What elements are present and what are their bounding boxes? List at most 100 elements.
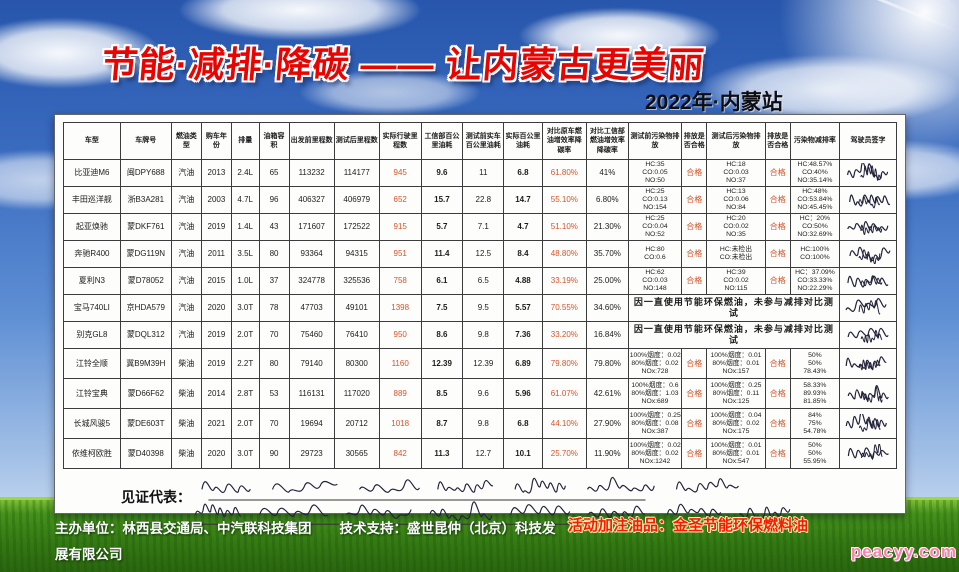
table-cell: 蒙D78052 xyxy=(119,267,172,296)
table-row: 依维柯欧胜 蒙D40398 柴油 2020 3.0T 90 29723 30565 842 11.… xyxy=(63,438,897,470)
table-cell: 78 xyxy=(258,294,290,323)
column-header: 排量 xyxy=(230,122,260,160)
table-cell: 889 xyxy=(378,378,422,410)
poster-subtitle: 2022年·内蒙站 xyxy=(645,91,783,114)
signature-scribble xyxy=(847,221,889,236)
table-cell: 合格 xyxy=(681,158,708,188)
table-cell: 325536 xyxy=(333,267,380,296)
table-cell: HC:18 CO:0.03 NO:37 xyxy=(706,158,766,188)
table-cell: 171607 xyxy=(288,213,335,242)
table-cell: 7.1 xyxy=(462,213,505,242)
table-cell: 浙B3A281 xyxy=(119,186,172,215)
table-cell: 合格 xyxy=(681,267,708,296)
table-cell: 76410 xyxy=(333,321,380,350)
table-cell: 2.0T xyxy=(230,321,260,350)
table-cell: HC:35 CO:0.05 NO:50 xyxy=(627,158,683,188)
signature-scribble xyxy=(847,328,889,344)
table-cell: 江铃全顺 xyxy=(63,348,121,380)
table-cell: 合格 xyxy=(764,348,791,380)
column-header: 油箱容积 xyxy=(258,122,290,160)
table-cell: 58.33% 89.93% 81.85% xyxy=(789,378,841,410)
table-row: 别克GL8 蒙DQL312 汽油 2019 2.0T 70 75460 76410 950 8.6… xyxy=(63,321,897,350)
table-cell: 950 xyxy=(378,321,422,350)
table-cell: 1160 xyxy=(378,348,422,380)
table-cell: 9.6 xyxy=(462,378,505,410)
table-cell: 61.80% xyxy=(541,158,587,188)
table-cell: 22.8 xyxy=(462,186,505,215)
table-cell: 柴油 xyxy=(170,408,202,440)
table-cell: 合格 xyxy=(764,213,791,242)
table-cell: 50% 50% 55.95% xyxy=(789,438,841,470)
table-cell: 70 xyxy=(258,321,290,350)
table-row: 丰田巡洋舰 浙B3A281 汽油 2003 4.7L 96 406327 406979 652 1… xyxy=(63,186,897,215)
table-cell: 14.7 xyxy=(503,186,543,215)
table-cell: 3.0T xyxy=(230,438,260,470)
table-cell: 33.20% xyxy=(541,321,587,350)
driver-signature xyxy=(839,438,897,470)
table-row: 长城风骏5 蒙DE603T 柴油 2021 2.0T 70 19694 20712 1018 8.… xyxy=(63,408,897,440)
table-row: 夏利N3 蒙D78052 汽油 2015 1.0L 37 324778 325536 758 6.… xyxy=(63,267,897,296)
table-cell: 合格 xyxy=(764,240,791,269)
table-cell: 合格 xyxy=(681,186,708,215)
table-cell: 比亚迪M6 xyxy=(63,158,121,188)
column-header: 车型 xyxy=(63,122,121,160)
table-cell: 79.80% xyxy=(585,348,629,380)
table-cell: 1398 xyxy=(378,294,422,323)
table-row: 起亚焕驰 蒙DKF761 汽油 2019 1.4L 43 171607 172522 915 5.… xyxy=(63,213,897,242)
table-cell: HC:48% CO:53.84% NO:45.45% xyxy=(789,186,841,215)
table-cell: 2.0T xyxy=(230,408,260,440)
driver-signature xyxy=(839,348,897,380)
driver-signature xyxy=(839,158,897,188)
table-cell: 41% xyxy=(585,158,629,188)
table-cell: 80300 xyxy=(333,348,380,380)
column-header: 实际行驶里程数 xyxy=(378,122,422,160)
table-cell: 53 xyxy=(258,378,290,410)
table-cell: 2013 xyxy=(200,158,232,188)
table-cell: 11.90% xyxy=(585,438,629,470)
table-cell: 34.60% xyxy=(585,294,629,323)
table-cell: 75460 xyxy=(288,321,335,350)
witness-label: 见证代表： xyxy=(121,489,191,506)
table-cell: 10.1 xyxy=(503,438,543,470)
table-cell: 江铃宝典 xyxy=(63,378,121,410)
table-cell: 70 xyxy=(258,408,290,440)
table-cell: 柴油 xyxy=(170,348,202,380)
signature-scribble xyxy=(849,246,891,265)
table-cell: 合格 xyxy=(764,267,791,296)
column-header: 驾驶员签字 xyxy=(839,122,897,160)
organizer-text: 主办单位：林西县交通局、中汽联科技集团 xyxy=(55,521,312,536)
table-cell: HC:62 CO:0.03 NO:148 xyxy=(627,267,683,296)
table-cell: 2014 xyxy=(200,378,232,410)
cloud xyxy=(300,70,480,115)
table-cell: 夏利N3 xyxy=(63,267,121,296)
table-cell: 42.61% xyxy=(585,378,629,410)
footer-line1: 主办单位：林西县交通局、中汽联科技集团 技术支持：盛世昆仲（北京）科技发展有限公司 xyxy=(55,516,565,569)
table-cell: 合格 xyxy=(681,348,708,380)
table-cell: 100%烟度：0.25 80%烟度：0.08 NOx:387 xyxy=(627,408,683,440)
table-cell: 11 xyxy=(462,158,505,188)
table-cell: 2019 xyxy=(200,213,232,242)
table-cell: 93364 xyxy=(288,240,335,269)
table-cell: 11.3 xyxy=(420,438,464,470)
table-cell: 合格 xyxy=(764,438,791,470)
footer-credits: 主办单位：林西县交通局、中汽联科技集团 技术支持：盛世昆仲（北京）科技发展有限公司… xyxy=(55,516,565,572)
table-cell: 15.7 xyxy=(420,186,464,215)
table-row: 奔驰R400 蒙DG119N 汽油 2011 3.5L 80 93364 94315 951 11… xyxy=(63,240,897,269)
table-cell: 6.1 xyxy=(420,267,464,296)
cloud xyxy=(0,18,160,88)
table-cell: 12.7 xyxy=(462,438,505,470)
table-cell: 奔驰R400 xyxy=(63,240,121,269)
column-header: 实际百公里油耗 xyxy=(503,122,543,160)
table-cell: 蒙DE603T xyxy=(119,408,172,440)
table-cell: 汽油 xyxy=(170,321,202,350)
table-cell: 652 xyxy=(378,186,422,215)
table-cell: 25.00% xyxy=(585,267,629,296)
table-cell: 9.8 xyxy=(462,321,505,350)
table-cell: 1018 xyxy=(378,408,422,440)
table-cell: 合格 xyxy=(764,186,791,215)
table-cell: 44.10% xyxy=(541,408,587,440)
table-cell: 柴油 xyxy=(170,378,202,410)
table-cell: 合格 xyxy=(764,408,791,440)
table-cell: 合格 xyxy=(681,408,708,440)
table-cell: 闽DPY688 xyxy=(119,158,172,188)
